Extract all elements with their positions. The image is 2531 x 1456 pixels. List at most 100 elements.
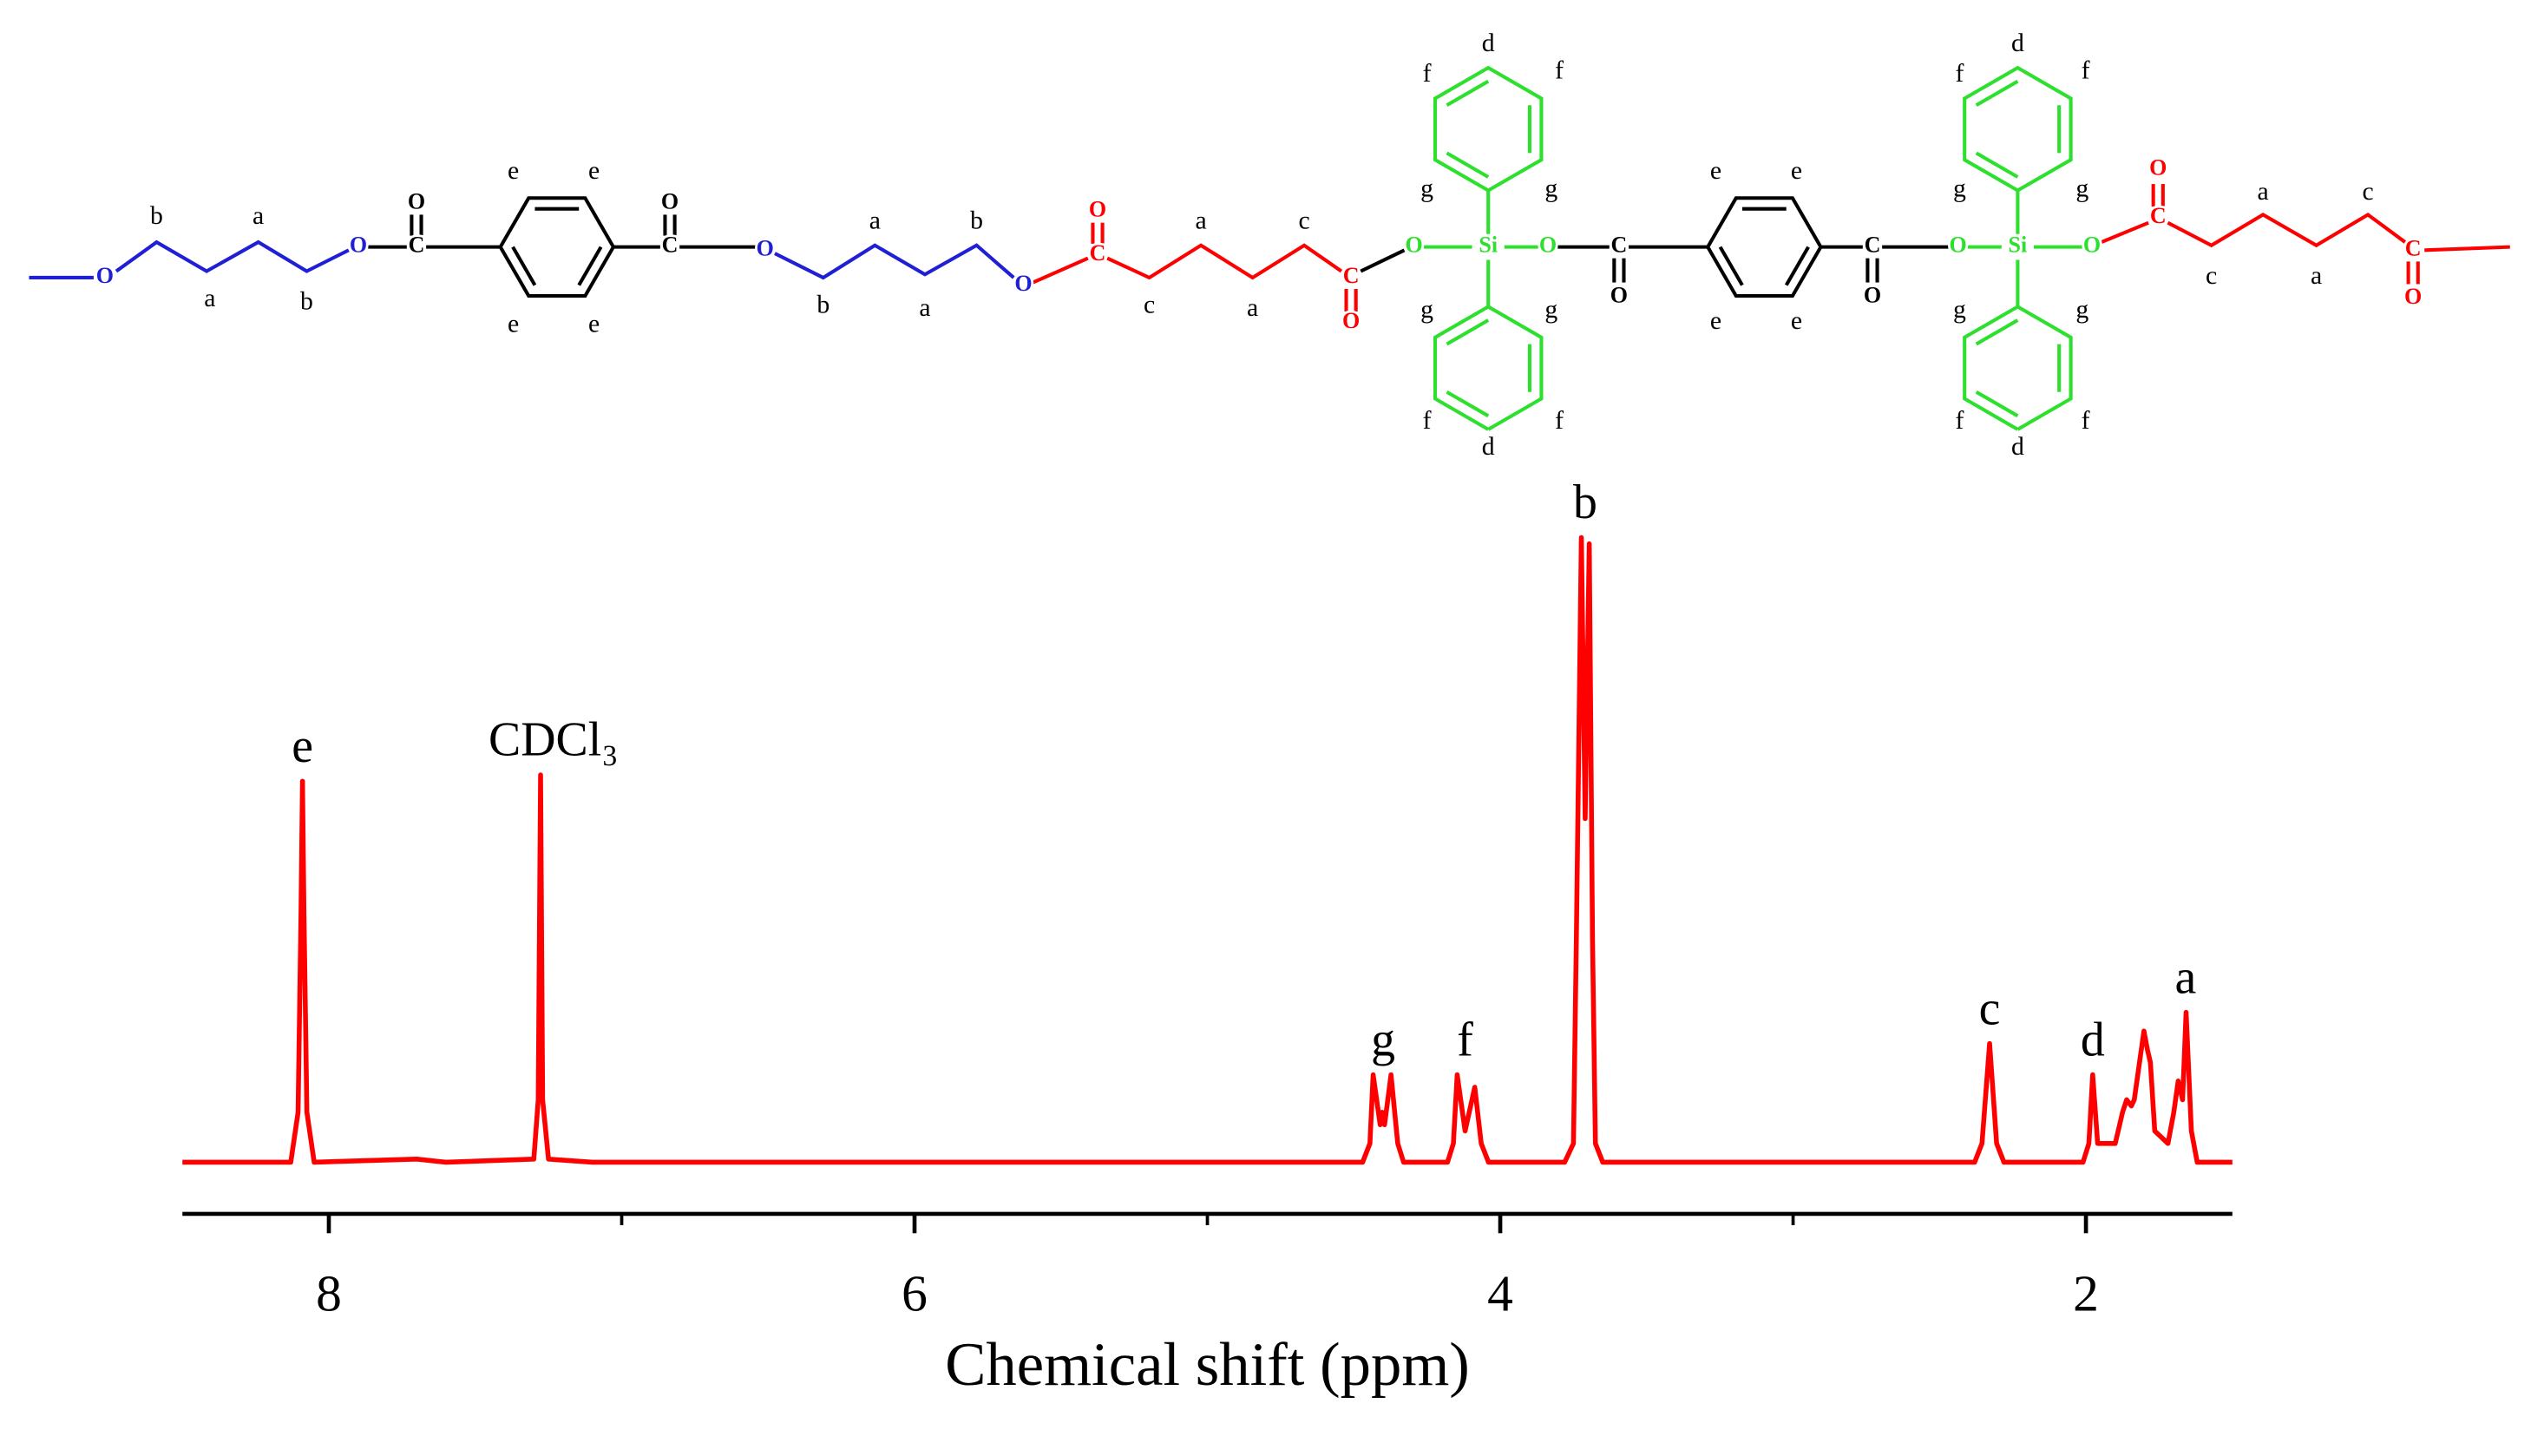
proton-label: e <box>508 156 519 185</box>
proton-label: b <box>816 290 829 318</box>
proton-label: g <box>2075 174 2088 202</box>
bond <box>2167 212 2407 248</box>
bond <box>115 239 350 273</box>
x-tick-label: 2 <box>2073 1265 2099 1322</box>
bond <box>774 243 1015 280</box>
x-axis-title: Chemical shift (ppm) <box>945 1331 1470 1399</box>
proton-label: d <box>1482 432 1495 461</box>
atom-label: O <box>1610 282 1628 307</box>
bond <box>1446 79 1490 108</box>
bond <box>1975 79 2019 108</box>
proton-label: a <box>2258 177 2269 206</box>
bond <box>2424 245 2510 253</box>
proton-label: a <box>2311 261 2322 290</box>
atom-label: O <box>2149 154 2167 180</box>
atom-label: Si <box>2009 233 2028 258</box>
atom-label: O <box>1539 233 1557 258</box>
proton-label: g <box>1420 174 1433 202</box>
peak-label: a <box>2174 950 2196 1004</box>
bond <box>1975 151 2019 179</box>
proton-label: g <box>1544 174 1557 202</box>
x-tick-label: 4 <box>1487 1265 1513 1322</box>
proton-label: a <box>869 207 881 235</box>
bond <box>1718 246 1744 286</box>
bond <box>1433 305 1544 431</box>
structure-bonds <box>29 65 2510 431</box>
proton-label: a <box>1247 293 1258 322</box>
proton-label: g <box>2075 295 2088 324</box>
peak-label: f <box>1457 1013 1473 1066</box>
proton-label: d <box>1482 29 1495 57</box>
bond <box>1963 305 2073 431</box>
proton-label: f <box>1955 59 1964 88</box>
bond <box>1963 65 2073 193</box>
proton-label: d <box>2011 432 2024 461</box>
peak-label: b <box>1573 475 1597 529</box>
bond <box>1433 65 1544 193</box>
proton-label: f <box>2082 56 2090 85</box>
atom-label: C <box>1343 263 1360 288</box>
proton-label: a <box>204 284 215 312</box>
proton-label: c <box>1299 207 1310 235</box>
proton-label: f <box>1955 406 1964 435</box>
bond <box>577 246 603 286</box>
proton-label: e <box>1791 156 1802 185</box>
proton-label: e <box>1710 306 1721 335</box>
proton-label: f <box>1423 406 1432 435</box>
atom-label: C <box>2150 203 2167 228</box>
x-tick-label: 6 <box>902 1265 928 1322</box>
spectrum-plot: Chemical shift (ppm) 8 6 4 2 e CDCl₃ g f b c d a <box>182 475 2233 1399</box>
proton-label: e <box>1710 156 1721 185</box>
atom-label: C <box>1611 233 1628 258</box>
atom-label: Si <box>1479 233 1498 258</box>
bond <box>1975 390 2019 418</box>
spectrum-line <box>182 535 2233 1165</box>
proton-label: d <box>2011 29 2024 57</box>
atom-label: C <box>1090 240 1106 266</box>
atom-label: O <box>96 263 114 288</box>
atom-label: C <box>662 233 679 258</box>
proton-label: g <box>1420 295 1433 324</box>
atom-label: O <box>2083 233 2101 258</box>
bond <box>1446 390 1490 418</box>
bond <box>1975 318 2019 346</box>
proton-label: b <box>300 287 313 316</box>
atom-label: C <box>409 233 425 258</box>
atom-label: O <box>350 233 367 258</box>
atom-label: O <box>1089 197 1106 222</box>
x-tick-label: 8 <box>316 1265 342 1322</box>
atom-label: O <box>408 188 425 213</box>
proton-label: g <box>1544 295 1557 324</box>
proton-label: f <box>1423 59 1432 88</box>
proton-label: f <box>1555 406 1564 435</box>
bond <box>1705 196 1823 298</box>
proton-label: c <box>1144 290 1155 318</box>
bond <box>2101 220 2149 244</box>
peak-label: g <box>1371 1013 1395 1066</box>
proton-label: a <box>919 293 930 322</box>
peak-label: c <box>1979 981 2001 1035</box>
atom-label: O <box>1342 308 1360 333</box>
atom-label: C <box>1865 233 1881 258</box>
proton-label: g <box>1953 174 1966 202</box>
bond <box>1032 256 1089 285</box>
proton-label: f <box>1555 56 1564 85</box>
bond <box>1446 318 1490 346</box>
atom-label: O <box>2404 284 2422 309</box>
proton-label: c <box>2362 177 2373 206</box>
peak-label: d <box>2081 1013 2105 1066</box>
proton-label: e <box>1791 306 1802 335</box>
bond <box>1360 248 1406 273</box>
proton-label: e <box>588 156 600 185</box>
proton-label: b <box>970 207 983 235</box>
bond <box>498 196 615 298</box>
proton-label: g <box>1953 295 1966 324</box>
bond <box>1784 246 1810 286</box>
proton-label: a <box>252 201 264 230</box>
proton-label: f <box>2082 406 2090 435</box>
atom-label: O <box>661 188 679 213</box>
peak-label: e <box>292 719 313 773</box>
atom-label: O <box>1864 282 1881 307</box>
